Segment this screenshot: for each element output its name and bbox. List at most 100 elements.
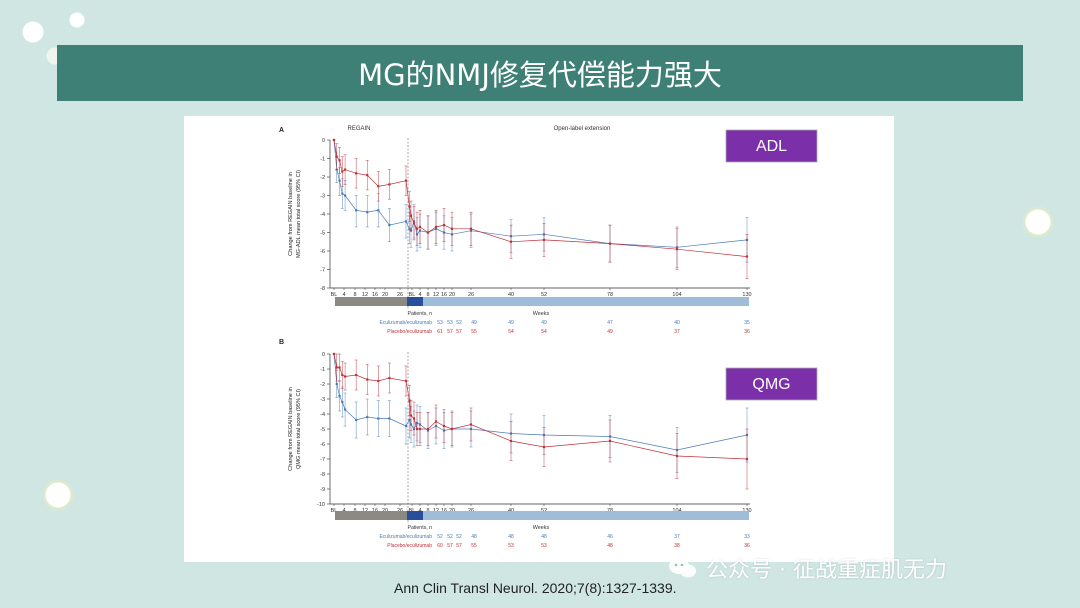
series-name-label: Placebo/eculizumab	[387, 543, 432, 549]
data-point	[608, 439, 612, 443]
data-point	[418, 427, 422, 431]
series-line	[333, 353, 748, 451]
y-tick-label: -6	[320, 442, 325, 448]
data-point	[341, 400, 344, 404]
patient-count: 52	[456, 320, 462, 326]
patient-count: 52	[437, 534, 443, 540]
data-point	[377, 379, 380, 383]
series-placebo: Placebo/eculizumab 60 57 57 55 53 53 48 38 36	[332, 352, 750, 549]
patient-count: 54	[541, 329, 547, 335]
x-tick-label: 12	[433, 292, 439, 298]
series-name-label: Eculizumab/eculizumab	[379, 534, 432, 540]
x-tick-label: BL	[409, 292, 416, 298]
y-tick-label: 0	[322, 138, 325, 144]
data-point	[341, 373, 344, 377]
patient-count: 49	[471, 320, 477, 326]
patient-count: 54	[508, 329, 514, 335]
decorative-blossom-left	[38, 478, 78, 512]
patient-count: 36	[744, 329, 750, 335]
data-point	[338, 179, 341, 182]
data-point	[408, 205, 411, 208]
y-tick-label: -4	[320, 412, 325, 418]
data-point	[366, 415, 369, 419]
slide-title: MG的NMJ修复代偿能力强大	[358, 58, 722, 92]
wechat-icon	[669, 558, 696, 578]
y-tick-label: -3	[320, 397, 325, 403]
data-point	[415, 227, 419, 230]
series-line	[333, 139, 748, 257]
watermark: 公众号 · 征战重症肌无力	[668, 552, 947, 584]
patient-count: 48	[508, 534, 514, 540]
data-point	[415, 427, 419, 431]
y-tick-label: 0	[322, 352, 325, 358]
y-tick-label: -1	[320, 157, 325, 163]
badge-label: ADL	[756, 138, 787, 155]
y-tick-label: -5	[320, 231, 325, 237]
data-point	[418, 225, 422, 229]
x-tick-label: 4	[342, 292, 345, 298]
patient-count: 48	[607, 543, 613, 549]
phase-bar-transition	[407, 297, 423, 306]
y-tick-label: -8	[320, 472, 325, 478]
data-point	[450, 427, 454, 431]
patient-count: 49	[541, 320, 547, 326]
patient-count: 49	[508, 320, 514, 326]
phase-label-ole: Open-label extension	[554, 126, 611, 132]
patient-count: 37	[674, 534, 680, 540]
data-point	[434, 420, 438, 423]
patient-count: 48	[541, 534, 547, 540]
data-point	[343, 408, 347, 411]
patient-count: 37	[674, 329, 680, 335]
patient-count: 53	[541, 543, 547, 549]
y-axis-label: QMG mean total score (95% CI)	[296, 389, 302, 469]
data-point	[542, 238, 546, 241]
slide-title-bar: MG的NMJ修复代偿能力强大	[57, 45, 1023, 101]
data-point	[408, 418, 411, 422]
patient-count: 40	[674, 320, 680, 326]
data-point	[355, 418, 358, 422]
data-point	[675, 454, 679, 458]
data-point	[409, 214, 413, 217]
patients-label: Patients, n	[407, 311, 432, 317]
panel-letter: A	[279, 127, 284, 134]
data-point	[377, 185, 380, 188]
y-tick-label: -8	[320, 286, 325, 292]
patient-count: 55	[471, 543, 477, 549]
data-point	[377, 417, 380, 420]
badge-adl	[725, 129, 818, 163]
data-point	[412, 417, 416, 420]
phase-bar-regain	[335, 511, 407, 520]
y-axis-label: Change from REGAIN baseline in	[288, 387, 294, 471]
data-point	[675, 248, 679, 251]
data-point	[426, 427, 430, 431]
data-point	[338, 366, 341, 369]
data-point	[335, 382, 338, 386]
badge-label: QMG	[752, 376, 790, 393]
figure-svg: A REGAIN Open-label extension 0 -1 -2 -3 -4 -5 -6…	[279, 126, 818, 549]
patient-count: 33	[744, 534, 750, 540]
chart-panel-a: A REGAIN Open-label extension 0 -1 -2 -3 -4 -5 -6…	[279, 126, 818, 335]
patient-count: 57	[456, 329, 462, 335]
y-tick-label: -6	[320, 249, 325, 255]
data-point	[450, 227, 454, 230]
data-point	[355, 172, 358, 175]
data-point	[388, 417, 391, 420]
panel-letter: B	[279, 339, 284, 346]
patient-count: 38	[674, 543, 680, 549]
phase-label-regain: REGAIN	[347, 126, 370, 132]
patient-count: 49	[607, 329, 613, 335]
data-point	[377, 209, 380, 212]
patients-label: Patients, n	[407, 525, 432, 531]
decorative-blossom-right	[1018, 205, 1058, 239]
y-tick-label: -2	[320, 382, 325, 388]
phase-bar-ole	[423, 297, 749, 306]
patient-count: 53	[437, 320, 443, 326]
watermark-text: 公众号 · 征战重症肌无力	[706, 558, 947, 583]
figure-panel: A REGAIN Open-label extension 0 -1 -2 -3 -4 -5 -6…	[184, 116, 894, 562]
citation: Ann Clin Transl Neurol. 2020;7(8):1327-1…	[394, 580, 677, 596]
chart-panel-b: B 0 -1 -2 -3 -4 -5 -6 -7 -8 -9 -10 Change from REGAI…	[279, 339, 818, 549]
data-point	[366, 211, 369, 214]
patient-count: 57	[447, 329, 453, 335]
y-tick-label: -1	[320, 367, 325, 373]
y-tick-label: -7	[320, 268, 325, 274]
